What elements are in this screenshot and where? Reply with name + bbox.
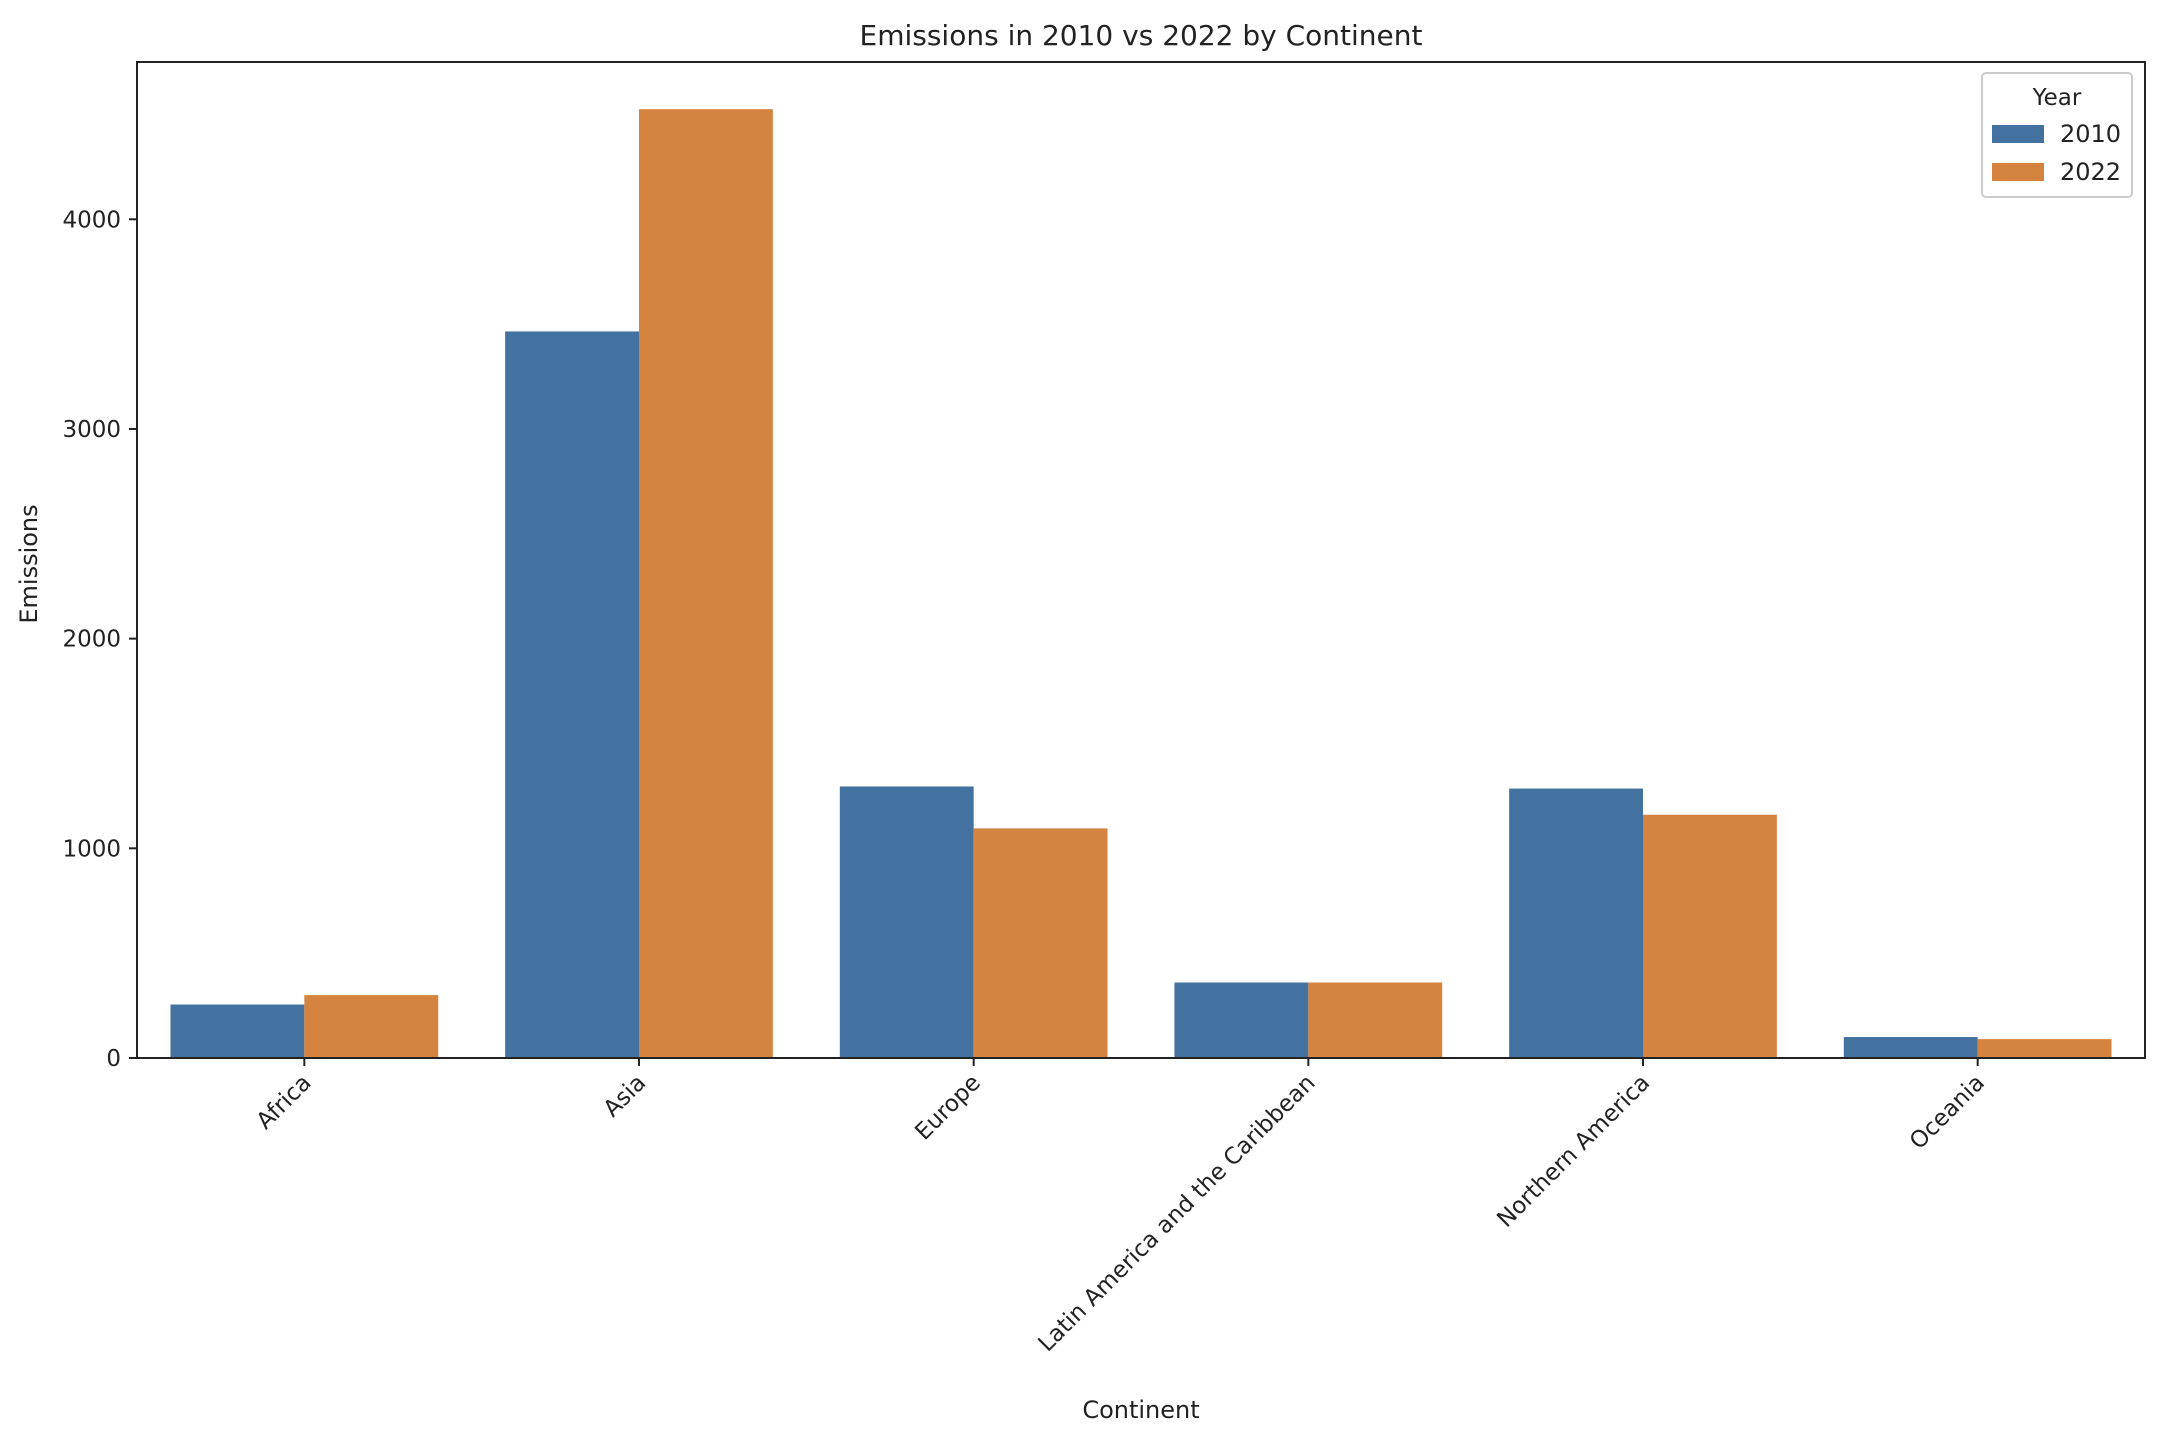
y-tick-label-0: 0	[106, 1046, 121, 1072]
y-axis-label: Emissions	[15, 504, 43, 623]
legend-title: Year	[2032, 85, 2082, 111]
bar-northern-america-2022	[1643, 814, 1777, 1058]
y-tick-label-2000: 2000	[62, 627, 121, 653]
bar-latin-america-and-the-caribbean-2010	[1174, 982, 1309, 1058]
bar-northern-america-2010	[1509, 788, 1643, 1058]
legend: Year 2010 2022	[1981, 72, 2133, 198]
bar-africa-2022	[304, 995, 439, 1058]
bar-asia-2022	[639, 109, 773, 1058]
bar-latin-america-and-the-caribbean-2022	[1308, 982, 1443, 1058]
bar-asia-2010	[505, 331, 639, 1058]
x-axis-label: Continent	[1082, 1396, 1199, 1424]
bar-oceania-2010	[1843, 1037, 1978, 1058]
bars-group	[170, 109, 2112, 1058]
y-tick-label-3000: 3000	[62, 417, 121, 443]
legend-label-2010: 2010	[2060, 120, 2121, 148]
bar-oceania-2022	[1977, 1039, 2112, 1058]
legend-swatch-2010	[1992, 125, 2044, 143]
y-tick-label-4000: 4000	[62, 207, 121, 233]
bar-europe-2022	[973, 828, 1108, 1058]
bar-africa-2010	[170, 1004, 305, 1058]
y-tick-label-1000: 1000	[62, 836, 121, 862]
chart-title: Emissions in 2010 vs 2022 by Continent	[860, 19, 1423, 52]
plot-frame	[136, 61, 2146, 1059]
bar-europe-2010	[839, 786, 974, 1058]
legend-label-2022: 2022	[2060, 158, 2121, 186]
legend-swatch-2022	[1992, 163, 2044, 181]
